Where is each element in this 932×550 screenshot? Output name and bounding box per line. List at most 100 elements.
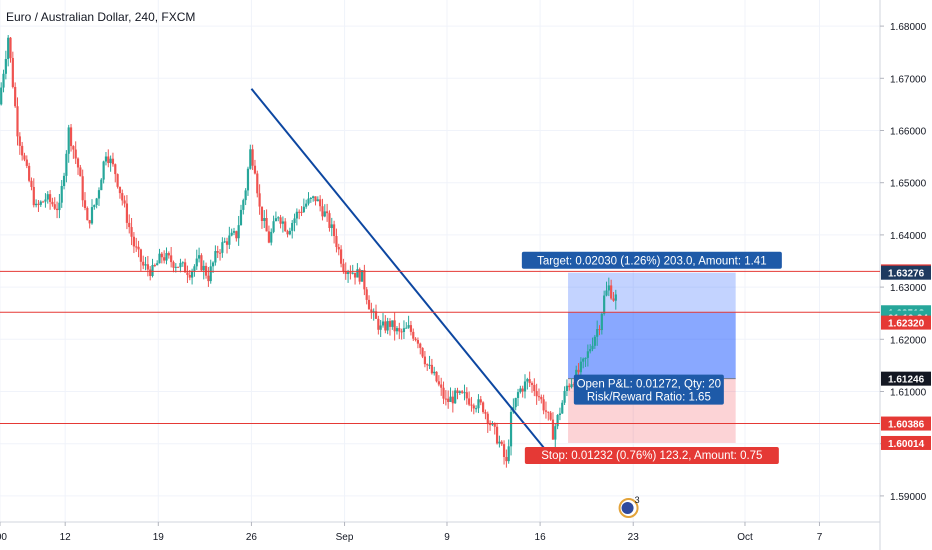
candle-body[interactable] <box>67 127 70 154</box>
candle-body[interactable] <box>309 197 312 199</box>
candle-body[interactable] <box>165 253 168 261</box>
candle-body[interactable] <box>360 270 364 282</box>
trendline[interactable] <box>250 88 546 450</box>
candle-body[interactable] <box>37 203 40 205</box>
candle-body[interactable] <box>174 266 177 268</box>
candle-body[interactable] <box>72 146 75 150</box>
candle-body[interactable] <box>402 328 406 332</box>
candle-body[interactable] <box>272 221 275 232</box>
candle-body[interactable] <box>39 201 42 205</box>
candle-body[interactable] <box>228 235 231 245</box>
candle-body[interactable] <box>300 211 303 213</box>
candle-body[interactable] <box>549 412 552 420</box>
position-profit-zone[interactable] <box>568 272 736 379</box>
candle-body[interactable] <box>186 272 189 275</box>
candle-body[interactable] <box>477 399 480 409</box>
candle-body[interactable] <box>86 208 89 221</box>
candle-body[interactable] <box>447 398 450 402</box>
candle-body[interactable] <box>95 198 98 205</box>
candle-body[interactable] <box>11 57 14 87</box>
candle-body[interactable] <box>381 321 385 326</box>
candle-body[interactable] <box>365 289 368 300</box>
candle-body[interactable] <box>307 198 310 204</box>
candle-body[interactable] <box>342 263 345 272</box>
candle-body[interactable] <box>314 196 317 202</box>
candle-body[interactable] <box>419 343 422 348</box>
candle-body[interactable] <box>48 194 52 202</box>
candle-body[interactable] <box>554 426 557 440</box>
candle-body[interactable] <box>100 179 103 191</box>
candle-body[interactable] <box>237 225 240 239</box>
candle-body[interactable] <box>493 423 496 427</box>
candle-body[interactable] <box>475 408 478 410</box>
candle-body[interactable] <box>523 381 527 392</box>
candle-body[interactable] <box>384 321 387 331</box>
candle-body[interactable] <box>21 145 24 156</box>
candle-body[interactable] <box>500 441 503 445</box>
candle-body[interactable] <box>519 388 522 393</box>
candle-body[interactable] <box>69 127 73 147</box>
candle-body[interactable] <box>544 410 548 412</box>
candle-body[interactable] <box>498 441 501 444</box>
candle-body[interactable] <box>156 263 159 266</box>
candle-body[interactable] <box>521 388 524 392</box>
candle-body[interactable] <box>83 200 87 209</box>
candle-body[interactable] <box>468 398 471 405</box>
candle-body[interactable] <box>333 224 336 237</box>
candle-body[interactable] <box>526 379 529 382</box>
candle-body[interactable] <box>558 413 562 416</box>
candle-body[interactable] <box>146 264 149 270</box>
candle-body[interactable] <box>121 193 124 201</box>
candle-body[interactable] <box>200 255 203 271</box>
candle-body[interactable] <box>249 149 252 169</box>
candle-body[interactable] <box>586 351 589 358</box>
candle-body[interactable] <box>605 290 608 296</box>
candle-body[interactable] <box>216 251 219 253</box>
candle-body[interactable] <box>149 269 152 276</box>
candle-body[interactable] <box>458 391 461 393</box>
candle-body[interactable] <box>589 349 592 352</box>
candle-body[interactable] <box>90 207 94 224</box>
candle-body[interactable] <box>28 165 31 181</box>
candle-body[interactable] <box>568 385 571 388</box>
candle-body[interactable] <box>204 265 208 276</box>
candle-body[interactable] <box>242 200 245 210</box>
candle-body[interactable] <box>603 295 606 314</box>
candle-body[interactable] <box>139 249 142 262</box>
candle-body[interactable] <box>302 206 305 212</box>
candle-body[interactable] <box>535 391 538 397</box>
candle-body[interactable] <box>30 180 33 187</box>
candle-body[interactable] <box>116 174 119 187</box>
candle-body[interactable] <box>123 200 126 204</box>
candle-body[interactable] <box>263 218 266 221</box>
candle-body[interactable] <box>230 232 233 236</box>
candle-body[interactable] <box>246 168 250 191</box>
candle-body[interactable] <box>435 371 438 382</box>
candle-body[interactable] <box>288 230 291 235</box>
candle-body[interactable] <box>18 136 21 146</box>
candle-body[interactable] <box>270 231 273 243</box>
candle-body[interactable] <box>286 231 289 235</box>
candle-body[interactable] <box>158 253 161 264</box>
candle-body[interactable] <box>346 272 350 275</box>
candle-body[interactable] <box>125 203 129 223</box>
candle-body[interactable] <box>188 274 191 278</box>
candle-body[interactable] <box>260 206 264 221</box>
candle-body[interactable] <box>591 345 594 350</box>
candle-body[interactable] <box>97 190 101 199</box>
candle-body[interactable] <box>42 201 45 203</box>
candle-body[interactable] <box>405 327 408 329</box>
candle-body[interactable] <box>160 253 163 258</box>
candle-body[interactable] <box>374 311 378 319</box>
candle-body[interactable] <box>274 218 278 222</box>
candle-body[interactable] <box>93 204 96 208</box>
candle-body[interactable] <box>81 176 84 201</box>
candle-body[interactable] <box>596 329 599 337</box>
candle-body[interactable] <box>232 231 236 233</box>
candle-body[interactable] <box>211 262 215 267</box>
candle-body[interactable] <box>353 272 357 278</box>
candle-body[interactable] <box>428 364 431 366</box>
candle-body[interactable] <box>153 265 156 267</box>
candle-body[interactable] <box>207 275 210 282</box>
candle-body[interactable] <box>363 270 366 290</box>
